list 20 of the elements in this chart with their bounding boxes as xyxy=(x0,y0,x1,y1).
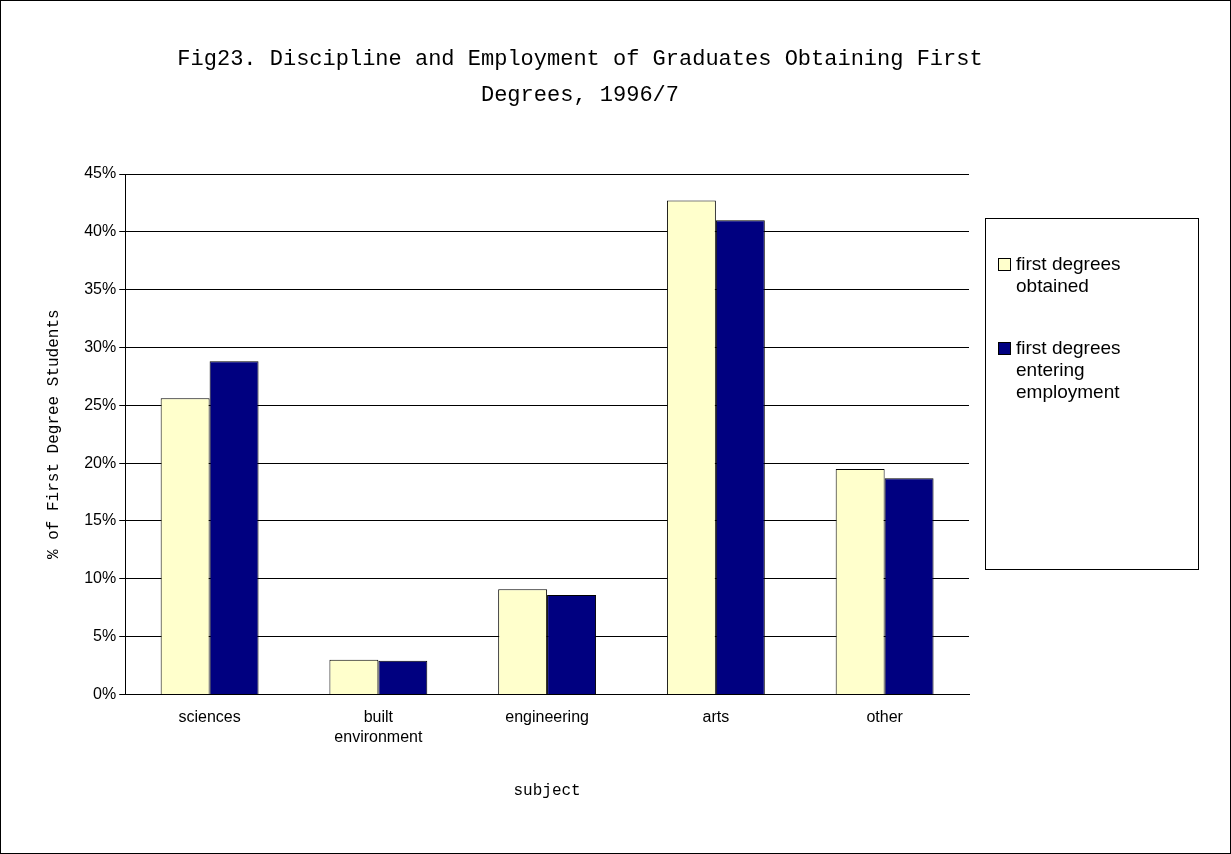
y-tick-label: 40% xyxy=(84,222,117,240)
y-tick-label: 5% xyxy=(93,626,117,644)
chart-title: Fig23. Discipline and Employment of Graduates Obtaining First Degrees, 1996/7 xyxy=(176,46,984,110)
x-tick-label: arts xyxy=(702,708,730,726)
y-axis-title: % of First Degree Students xyxy=(44,309,63,560)
x-tick-label: other xyxy=(866,708,904,726)
y-tick-label: 45% xyxy=(84,164,117,182)
x-tick-label: engineering xyxy=(505,708,589,726)
x-tick-label: sciences xyxy=(178,708,241,726)
y-tick-label: 10% xyxy=(84,569,117,587)
y-tick-label: 15% xyxy=(84,511,117,529)
y-tick-label: 20% xyxy=(84,453,117,471)
legend-label: first degrees entering employment xyxy=(1016,337,1122,403)
y-tick-label: 30% xyxy=(84,337,117,355)
y-tick-label: 0% xyxy=(93,684,117,702)
y-tick-label: 25% xyxy=(84,395,117,413)
y-tick-label: 35% xyxy=(84,280,117,298)
x-axis-title: subject xyxy=(513,781,581,800)
legend-label: first degrees obtained xyxy=(1016,253,1122,297)
x-tick-label: built environment xyxy=(334,708,423,745)
